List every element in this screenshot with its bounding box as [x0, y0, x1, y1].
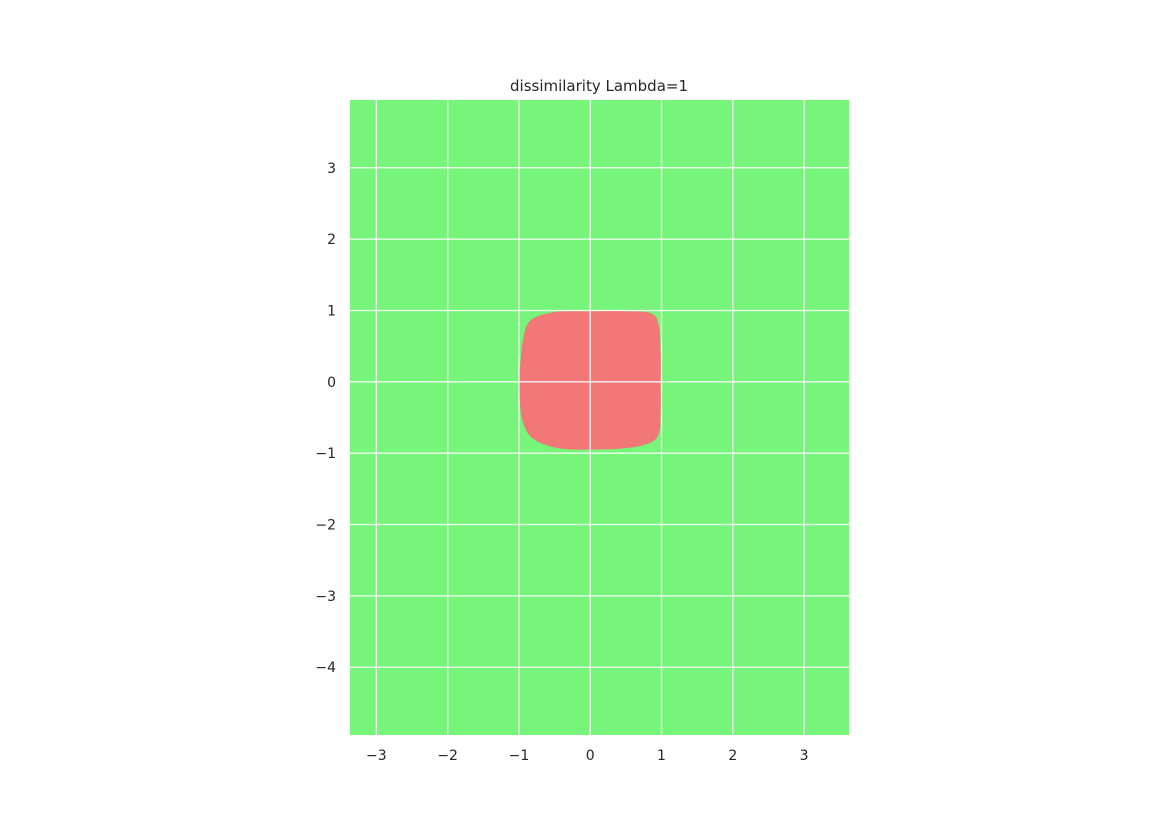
y-axis-ticks: −4 −3 −2 −1 0 1 2 3	[315, 161, 336, 676]
y-tick-label: 2	[327, 232, 336, 248]
x-axis-ticks: −3 −2 −1 0 1 2 3	[366, 748, 808, 764]
x-tick-label: −3	[366, 748, 387, 764]
plot-area	[350, 100, 849, 735]
chart-title: dissimilarity Lambda=1	[510, 77, 688, 95]
y-tick-label: −1	[315, 446, 336, 462]
y-tick-label: 0	[327, 375, 336, 391]
x-tick-label: 0	[586, 748, 595, 764]
x-tick-label: −1	[509, 748, 530, 764]
grid	[350, 100, 849, 735]
x-tick-label: 1	[657, 748, 666, 764]
x-tick-label: 3	[800, 748, 809, 764]
y-tick-label: −3	[315, 589, 336, 605]
y-tick-label: −4	[315, 660, 336, 676]
y-tick-label: 3	[327, 161, 336, 177]
y-tick-label: 1	[327, 303, 336, 319]
y-tick-label: −2	[315, 518, 336, 534]
x-tick-label: 2	[728, 748, 737, 764]
x-tick-label: −2	[437, 748, 458, 764]
